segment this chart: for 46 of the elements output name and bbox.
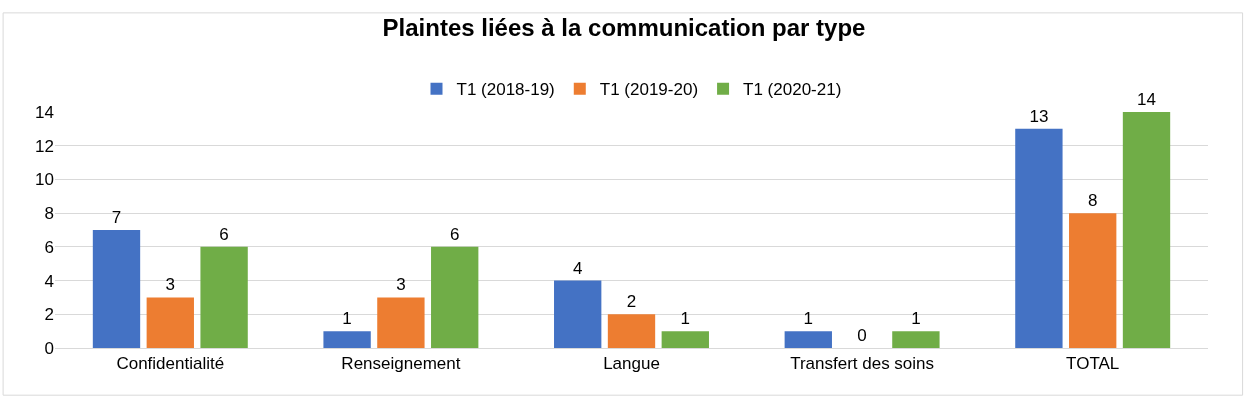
bar bbox=[323, 331, 371, 348]
data-label: 1 bbox=[911, 309, 921, 329]
y-tick-label: 12 bbox=[35, 136, 54, 156]
data-label: 3 bbox=[396, 275, 406, 295]
data-label: 6 bbox=[449, 224, 460, 244]
bar bbox=[1015, 128, 1063, 348]
bar bbox=[1069, 213, 1117, 348]
x-tick-label: Transfert des soins bbox=[790, 354, 935, 374]
bar bbox=[377, 297, 425, 348]
bar bbox=[892, 331, 940, 348]
y-tick-label: 10 bbox=[35, 170, 54, 190]
data-label: 1 bbox=[803, 309, 814, 329]
y-tick-label: 2 bbox=[44, 305, 54, 325]
data-label: 13 bbox=[1029, 106, 1049, 126]
x-tick-label: Renseignement bbox=[341, 354, 461, 374]
data-label: 14 bbox=[1137, 90, 1156, 109]
legend-label: T1 (2019-20) bbox=[599, 80, 699, 100]
data-label: 1 bbox=[342, 309, 352, 329]
y-tick-label: 6 bbox=[44, 237, 54, 257]
legend-label: T1 (2020-21) bbox=[743, 80, 842, 100]
bar bbox=[146, 297, 194, 348]
bar bbox=[431, 246, 479, 348]
y-tick-label: 8 bbox=[44, 204, 54, 224]
bar bbox=[200, 246, 248, 348]
bar bbox=[1122, 112, 1171, 348]
legend-label: T1 (2018-19) bbox=[456, 80, 555, 100]
bar bbox=[661, 331, 709, 348]
data-label: 3 bbox=[165, 275, 176, 295]
y-tick-label: 14 bbox=[35, 102, 54, 122]
chart-title: Plaintes liées à la communication par type bbox=[382, 14, 866, 42]
data-label: 7 bbox=[111, 208, 122, 227]
data-label: 4 bbox=[572, 258, 583, 278]
x-tick-label: Confidentialité bbox=[116, 354, 225, 374]
data-label: 8 bbox=[1087, 191, 1098, 211]
data-label: 1 bbox=[680, 309, 691, 329]
bar bbox=[607, 314, 656, 348]
y-tick-label: 0 bbox=[44, 338, 54, 358]
x-tick-label: TOTAL bbox=[1066, 354, 1120, 374]
bar bbox=[92, 230, 141, 348]
x-tick-label: Langue bbox=[603, 354, 660, 374]
y-tick-label: 4 bbox=[44, 271, 54, 291]
data-label: 2 bbox=[626, 292, 637, 312]
bar bbox=[554, 280, 602, 348]
bar bbox=[784, 331, 832, 348]
data-label: 0 bbox=[857, 326, 867, 345]
data-label: 6 bbox=[219, 224, 229, 244]
